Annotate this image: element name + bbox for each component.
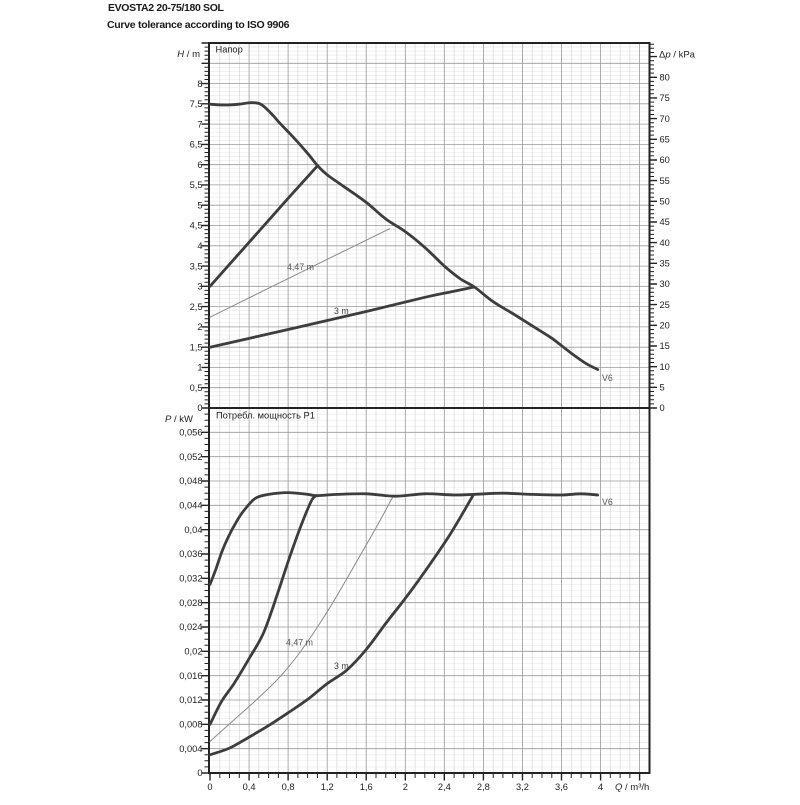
svg-text:P / kW: P / kW bbox=[165, 414, 193, 425]
svg-text:60: 60 bbox=[660, 155, 670, 165]
svg-text:0,02: 0,02 bbox=[184, 647, 202, 657]
svg-text:4,5: 4,5 bbox=[190, 221, 203, 231]
svg-text:3,5: 3,5 bbox=[190, 261, 203, 271]
svg-text:3: 3 bbox=[197, 282, 202, 292]
svg-text:V6: V6 bbox=[602, 373, 613, 383]
svg-text:Потребл. мощность P1: Потребл. мощность P1 bbox=[216, 411, 315, 421]
svg-text:5,5: 5,5 bbox=[190, 180, 203, 190]
svg-text:6,5: 6,5 bbox=[190, 140, 203, 150]
svg-text:1,2: 1,2 bbox=[321, 782, 334, 792]
svg-text:7,5: 7,5 bbox=[190, 99, 203, 109]
svg-text:4: 4 bbox=[197, 241, 202, 251]
svg-text:0,008: 0,008 bbox=[179, 720, 202, 730]
svg-text:8: 8 bbox=[197, 79, 202, 89]
svg-text:0,036: 0,036 bbox=[179, 549, 202, 559]
svg-text:H / m: H / m bbox=[177, 49, 200, 60]
svg-text:3,6: 3,6 bbox=[555, 782, 568, 792]
svg-text:V6: V6 bbox=[602, 497, 613, 507]
svg-text:0,4: 0,4 bbox=[243, 782, 256, 792]
svg-text:0,056: 0,056 bbox=[179, 428, 202, 438]
svg-text:1: 1 bbox=[197, 363, 202, 373]
svg-text:0,5: 0,5 bbox=[190, 383, 203, 393]
svg-text:0,012: 0,012 bbox=[179, 695, 202, 705]
svg-text:0: 0 bbox=[197, 768, 202, 778]
svg-text:6: 6 bbox=[197, 160, 202, 170]
svg-text:3 m: 3 m bbox=[334, 306, 349, 316]
svg-text:1,5: 1,5 bbox=[190, 342, 203, 352]
svg-text:65: 65 bbox=[660, 135, 670, 145]
svg-text:4,47 m: 4,47 m bbox=[286, 638, 313, 648]
svg-text:4: 4 bbox=[598, 782, 603, 792]
svg-text:0,024: 0,024 bbox=[179, 622, 202, 632]
svg-text:25: 25 bbox=[660, 300, 670, 310]
svg-text:30: 30 bbox=[660, 279, 670, 289]
svg-text:4,47 m: 4,47 m bbox=[287, 262, 314, 272]
svg-text:3 m: 3 m bbox=[334, 661, 349, 671]
svg-text:0: 0 bbox=[197, 403, 202, 413]
svg-text:0,04: 0,04 bbox=[184, 525, 202, 535]
svg-text:55: 55 bbox=[660, 176, 670, 186]
svg-text:1,6: 1,6 bbox=[360, 782, 373, 792]
svg-text:0,028: 0,028 bbox=[179, 598, 202, 608]
svg-text:0,004: 0,004 bbox=[179, 744, 202, 754]
svg-text:0,016: 0,016 bbox=[179, 671, 202, 681]
svg-text:20: 20 bbox=[660, 321, 670, 331]
svg-text:10: 10 bbox=[660, 362, 670, 372]
svg-text:45: 45 bbox=[660, 217, 670, 227]
svg-text:80: 80 bbox=[660, 73, 670, 83]
svg-text:2: 2 bbox=[403, 782, 408, 792]
svg-text:2,5: 2,5 bbox=[190, 302, 203, 312]
svg-text:40: 40 bbox=[660, 238, 670, 248]
svg-text:35: 35 bbox=[660, 259, 670, 269]
svg-text:0,032: 0,032 bbox=[179, 574, 202, 584]
svg-text:7: 7 bbox=[197, 119, 202, 129]
svg-text:Напор: Напор bbox=[216, 45, 243, 55]
svg-text:2: 2 bbox=[197, 322, 202, 332]
svg-text:5: 5 bbox=[197, 200, 202, 210]
svg-text:0,048: 0,048 bbox=[179, 476, 202, 486]
svg-text:0: 0 bbox=[660, 403, 665, 413]
svg-text:70: 70 bbox=[660, 114, 670, 124]
svg-text:0,044: 0,044 bbox=[179, 501, 202, 511]
svg-text:Q / m³/h: Q / m³/h bbox=[615, 782, 649, 793]
svg-text:0: 0 bbox=[207, 782, 212, 792]
svg-text:2,4: 2,4 bbox=[438, 782, 451, 792]
svg-text:Δp / kPa: Δp / kPa bbox=[659, 50, 696, 61]
svg-text:2,8: 2,8 bbox=[477, 782, 490, 792]
svg-text:0,8: 0,8 bbox=[282, 782, 295, 792]
svg-text:5: 5 bbox=[660, 383, 665, 393]
svg-text:15: 15 bbox=[660, 341, 670, 351]
svg-text:75: 75 bbox=[660, 93, 670, 103]
svg-text:50: 50 bbox=[660, 197, 670, 207]
svg-text:3,2: 3,2 bbox=[516, 782, 529, 792]
svg-text:0,052: 0,052 bbox=[179, 452, 202, 462]
